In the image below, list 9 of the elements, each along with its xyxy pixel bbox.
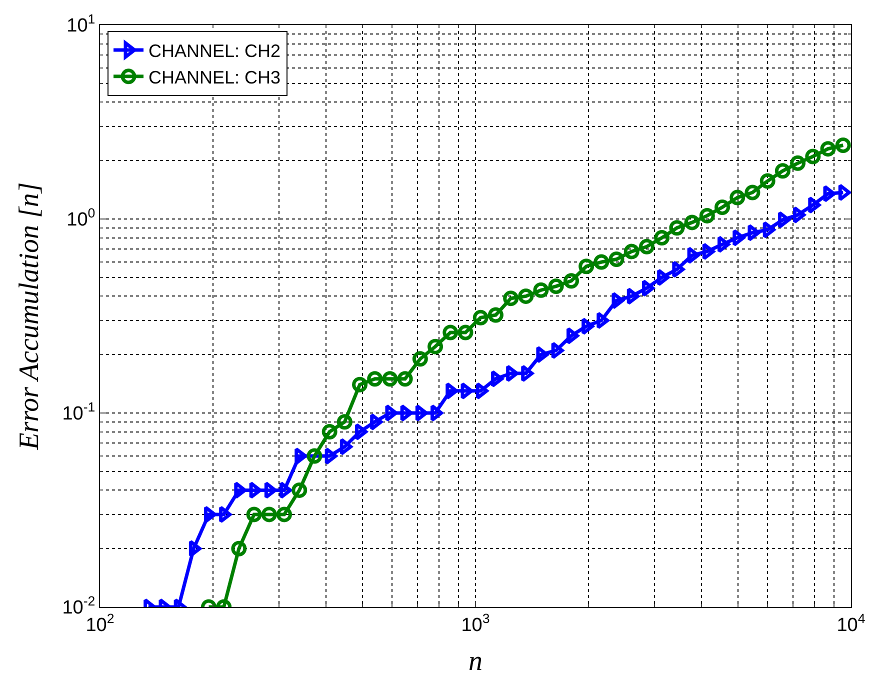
x-tick-label: 10$^{4}$ [836,610,866,636]
legend-label: CHANNEL: CH3 [148,67,281,88]
y-axis-title: Error Accumulation [n] [14,182,45,451]
legend-label: CHANNEL: CH2 [148,41,281,62]
x-tick-label: 10$^{3}$ [461,610,490,636]
y-tick-label: 10$^{1}$ [66,12,96,37]
y-tick-label: 10$^{0}$ [66,206,96,231]
y-tick-label: 10$^{-1}$ [62,400,96,425]
x-axis-title: n [468,646,482,677]
